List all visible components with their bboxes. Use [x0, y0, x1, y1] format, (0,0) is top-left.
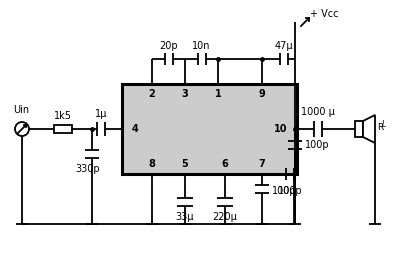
Bar — [54, 125, 72, 133]
Text: 9: 9 — [259, 89, 265, 99]
Text: 1000 μ: 1000 μ — [301, 107, 335, 117]
Text: 100p: 100p — [272, 186, 297, 196]
Text: Uin: Uin — [13, 105, 29, 115]
Text: L: L — [382, 120, 386, 129]
Text: 8: 8 — [148, 159, 156, 169]
Text: + Vcc: + Vcc — [310, 9, 338, 19]
Polygon shape — [363, 115, 375, 143]
Text: 2: 2 — [149, 89, 155, 99]
Text: 100p: 100p — [305, 140, 330, 150]
Text: 3: 3 — [182, 89, 188, 99]
Text: 6: 6 — [222, 159, 228, 169]
Text: 330p: 330p — [76, 164, 100, 174]
Text: 1: 1 — [215, 89, 221, 99]
Text: 4: 4 — [132, 124, 139, 134]
Bar — [355, 121, 363, 137]
Text: 47μ: 47μ — [275, 41, 293, 51]
Bar — [122, 84, 297, 174]
Text: 220μ: 220μ — [212, 212, 238, 222]
Text: 10n: 10n — [192, 41, 211, 51]
Text: 20p: 20p — [159, 41, 178, 51]
Text: 100p: 100p — [278, 186, 302, 196]
Text: 10: 10 — [274, 124, 287, 134]
Text: 7: 7 — [259, 159, 265, 169]
Text: R: R — [377, 122, 383, 132]
Text: 1μ: 1μ — [95, 109, 107, 119]
Text: 5: 5 — [182, 159, 188, 169]
Text: 33μ: 33μ — [176, 212, 194, 222]
Text: 1k5: 1k5 — [54, 111, 72, 121]
